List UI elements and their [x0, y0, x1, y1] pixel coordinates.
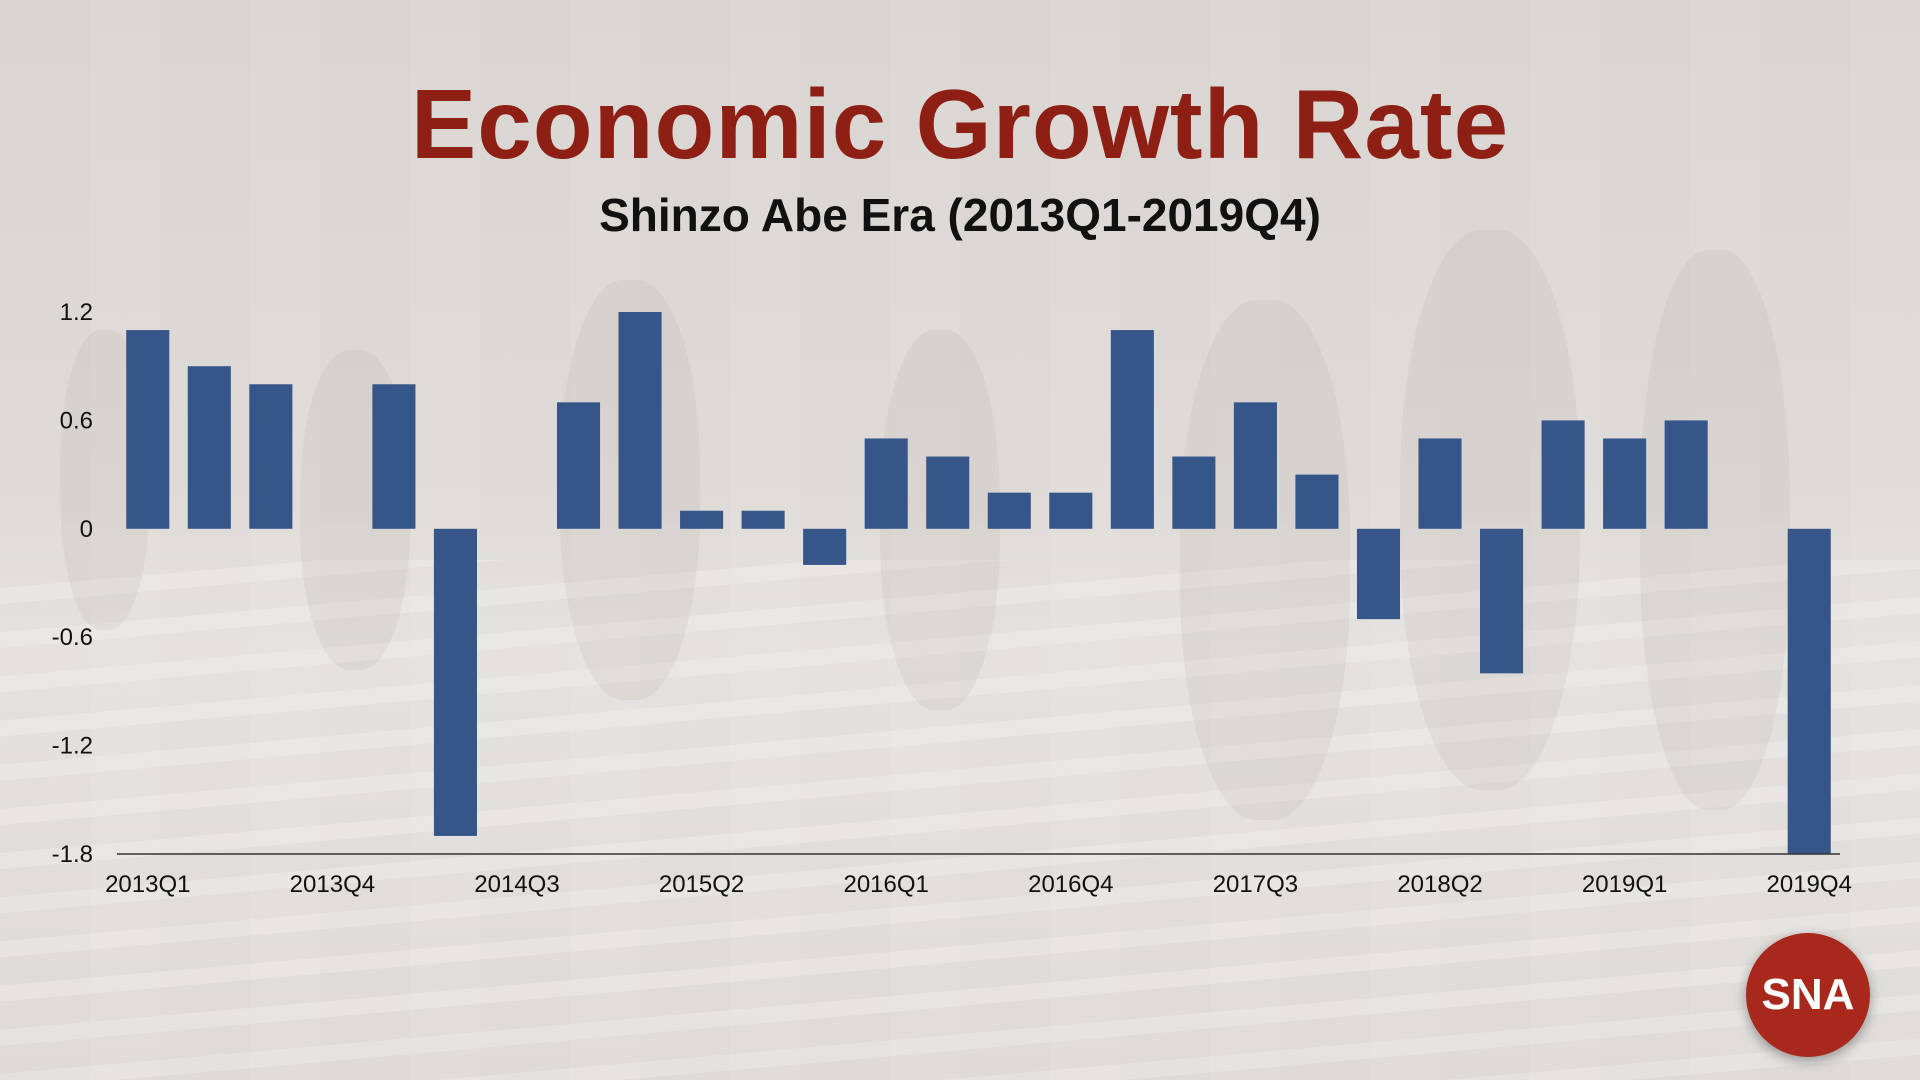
bar-2016Q1: [864, 438, 908, 529]
chart-subtitle: Shinzo Abe Era (2013Q1-2019Q4): [599, 189, 1321, 241]
bar-2019Q2: [1664, 420, 1708, 529]
bar-2015Q4: [803, 528, 847, 565]
bar-2013Q2: [187, 366, 231, 529]
y-axis-ticks: 1.2 0.6 0 -0.6 -1.2 -1.8: [52, 299, 93, 868]
x-tick-label: 2015Q2: [659, 871, 744, 898]
y-tick-label: 0: [80, 516, 93, 543]
sna-logo-badge: SNA: [1746, 933, 1870, 1057]
x-tick-label: 2019Q4: [1767, 871, 1852, 898]
bar-2014Q2: [433, 528, 477, 836]
x-tick-label: 2018Q2: [1397, 871, 1482, 898]
x-tick-label: 2016Q1: [843, 871, 928, 898]
badge-text: SNA: [1761, 970, 1855, 1019]
bar-2017Q2: [1172, 456, 1216, 529]
y-tick-label: 1.2: [60, 299, 93, 326]
bar-2015Q2: [680, 510, 724, 529]
x-tick-label: 2014Q3: [474, 871, 559, 898]
bar-2016Q3: [987, 492, 1031, 529]
bar-2013Q1: [126, 330, 170, 529]
bar-2018Q1: [1356, 528, 1401, 620]
x-axis-ticks: 2013Q1 2013Q4 2014Q3 2015Q2 2016Q1 2016Q4 2017…: [105, 871, 1852, 898]
bar-2019Q1: [1603, 438, 1647, 529]
bar-2016Q4: [1049, 492, 1093, 529]
bar-2018Q2: [1418, 438, 1462, 529]
bar-2015Q1: [618, 312, 662, 529]
bar-2014Q1: [372, 384, 416, 529]
bar-2013Q3: [249, 384, 293, 529]
y-tick-label: -1.2: [52, 733, 93, 760]
y-tick-label: -0.6: [52, 624, 93, 651]
x-tick-label: 2016Q4: [1028, 871, 1113, 898]
bar-2018Q4: [1541, 420, 1585, 529]
bar-2018Q3: [1480, 528, 1524, 674]
bar-2015Q3: [741, 510, 785, 529]
x-tick-label: 2019Q1: [1582, 871, 1667, 898]
chart-title: Economic Growth Rate: [410, 69, 1510, 179]
y-tick-label: 0.6: [60, 407, 93, 434]
bar-2016Q2: [926, 456, 970, 529]
bar-2017Q1: [1110, 330, 1154, 529]
x-tick-label: 2013Q1: [105, 871, 190, 898]
x-tick-label: 2017Q3: [1213, 871, 1298, 898]
x-tick-label: 2013Q4: [290, 871, 375, 898]
bar-2014Q4: [556, 402, 601, 529]
bar-2017Q3: [1233, 402, 1277, 529]
bars-group: [126, 312, 1831, 854]
background-crosswalk: [0, 560, 1920, 1080]
bar-2019Q4: [1787, 528, 1831, 854]
bar-2017Q4: [1295, 474, 1339, 529]
y-tick-label: -1.8: [52, 841, 93, 868]
